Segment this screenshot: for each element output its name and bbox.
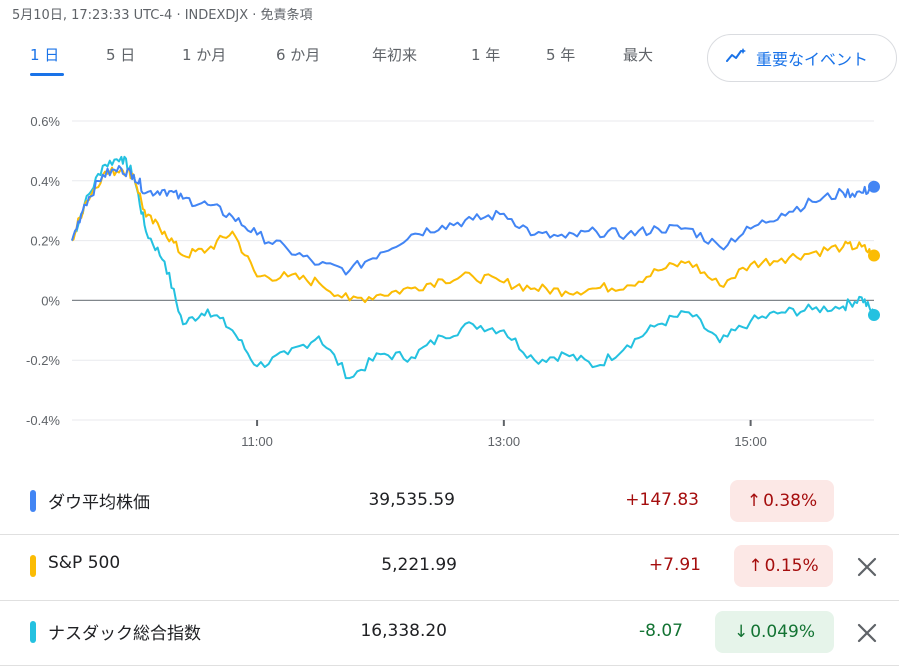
index-price: 5,221.99 xyxy=(381,555,457,575)
index-price: 16,338.20 xyxy=(360,621,447,641)
percent-change: 0.15% xyxy=(764,556,819,576)
index-change: -8.07 xyxy=(639,621,683,641)
series-line-2 xyxy=(71,155,875,380)
key-events-button[interactable]: 重要なイベント xyxy=(707,34,897,82)
row-divider xyxy=(0,534,899,535)
range-tabs: 1 日 5 日 1 か月 6 か月 年初来 1 年 5 年 最大 xyxy=(0,44,899,76)
arrow-down-icon: ↓ xyxy=(733,622,749,642)
chart-grid xyxy=(72,120,874,421)
y-tick-label: -0.4% xyxy=(26,413,60,428)
tab-ytd[interactable]: 年初来 xyxy=(372,46,418,64)
tab-max[interactable]: 最大 xyxy=(623,46,654,64)
tab-6-months[interactable]: 6 か月 xyxy=(276,46,321,64)
series-line-1 xyxy=(71,166,875,304)
table-row-nasdaq[interactable]: ナスダック総合指数 16,338.20 -8.07 ↓ 0.049% xyxy=(0,601,899,665)
series-endpoint-0 xyxy=(868,180,880,193)
y-tick-label: 0.4% xyxy=(30,174,60,189)
quote-info-header: 5月10日, 17:23:33 UTC-4 · INDEXDJX · 免責条項 xyxy=(12,8,313,23)
chart-series xyxy=(71,155,875,380)
y-tick-label: 0.2% xyxy=(30,234,60,249)
x-axis-ticks: 11:00 13:00 15:00 xyxy=(241,420,767,449)
key-events-label: 重要なイベント xyxy=(756,50,869,69)
x-tick-label: 15:00 xyxy=(734,434,767,449)
index-price: 39,535.59 xyxy=(368,490,455,510)
tab-1-day[interactable]: 1 日 xyxy=(30,46,60,64)
intraday-line-chart[interactable]: 0.6% 0.4% 0.2% 0% -0.2% -0.4% 11:00 13:00 15:00 xyxy=(0,100,899,460)
remove-comparison-close-icon[interactable] xyxy=(855,555,879,579)
percent-change-badge: ↓ 0.049% xyxy=(715,611,834,653)
index-change: +7.91 xyxy=(648,555,701,575)
remove-comparison-close-icon[interactable] xyxy=(855,621,879,645)
arrow-up-icon: ↑ xyxy=(746,491,762,511)
table-row-sp500[interactable]: S&P 500 5,221.99 +7.91 ↑ 0.15% xyxy=(0,535,899,599)
arrow-up-icon: ↑ xyxy=(748,556,763,576)
series-color-marker xyxy=(30,621,36,643)
index-change: +147.83 xyxy=(625,490,699,510)
series-endpoint-1 xyxy=(868,249,880,262)
percent-change-badge: ↑ 0.38% xyxy=(730,480,834,522)
sparkline-icon xyxy=(726,47,748,69)
y-tick-label: 0% xyxy=(41,293,60,308)
series-endpoint-2 xyxy=(868,309,880,322)
percent-change: 0.049% xyxy=(750,622,816,642)
series-color-marker xyxy=(30,555,36,577)
index-name: S&P 500 xyxy=(48,553,121,573)
y-axis-ticks: 0.6% 0.4% 0.2% 0% -0.2% -0.4% xyxy=(26,114,60,428)
percent-change-badge: ↑ 0.15% xyxy=(734,545,833,587)
tab-5-days[interactable]: 5 日 xyxy=(106,46,136,64)
table-row-dow[interactable]: ダウ平均株価 39,535.59 +147.83 ↑ 0.38% xyxy=(0,468,899,532)
index-name: ダウ平均株価 xyxy=(48,493,150,513)
series-line-0 xyxy=(71,165,875,276)
x-tick-label: 13:00 xyxy=(488,434,521,449)
series-color-marker xyxy=(30,490,36,512)
percent-change: 0.38% xyxy=(763,491,818,511)
y-tick-label: -0.2% xyxy=(26,353,60,368)
series-endpoints xyxy=(868,180,880,322)
tab-1-year[interactable]: 1 年 xyxy=(471,46,501,64)
row-divider xyxy=(0,665,899,666)
tab-5-years[interactable]: 5 年 xyxy=(546,46,576,64)
x-tick-label: 11:00 xyxy=(241,434,273,449)
index-name: ナスダック総合指数 xyxy=(48,624,201,644)
row-divider xyxy=(0,600,899,601)
y-tick-label: 0.6% xyxy=(30,114,60,129)
tab-1-month[interactable]: 1 か月 xyxy=(182,46,227,64)
active-tab-indicator xyxy=(30,73,64,76)
